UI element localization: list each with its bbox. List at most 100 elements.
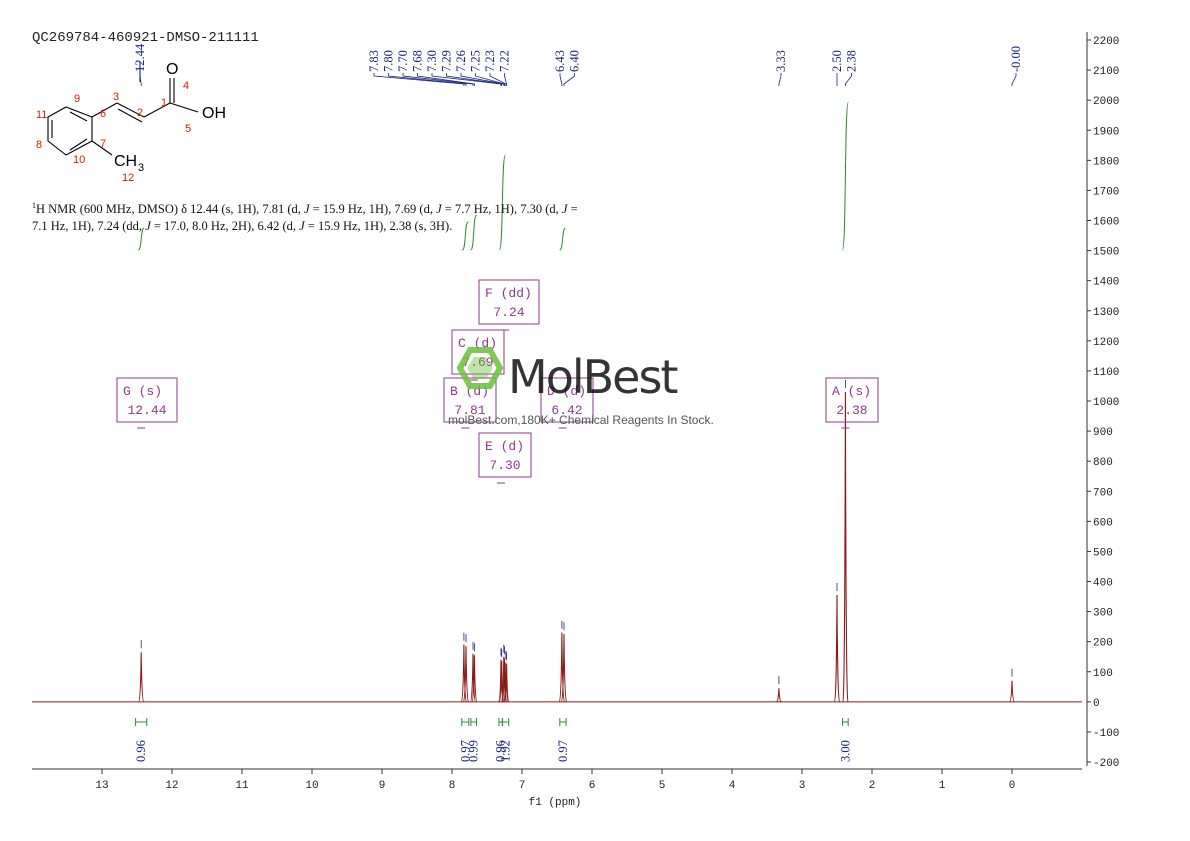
y-tick-label: 400: [1093, 578, 1113, 590]
integrals: 0.96 0.970.99 0.961.92 0.97 3.00: [134, 718, 852, 762]
peak-label: 7.83: [367, 50, 381, 72]
x-tick-label: 2: [869, 780, 876, 792]
multiplet-shift: 2.38: [836, 403, 867, 418]
peak-labels: 7.83 7.80 7.70 7.68 7.30 7.29 7.26 7.25 7.23 7.22…: [133, 43, 1023, 86]
x-tick-label: 13: [95, 780, 108, 792]
peak-leader-line: [417, 73, 475, 86]
superscript: 1: [32, 201, 36, 210]
peak-leader-line: [845, 73, 852, 86]
y-tick-label: 100: [1093, 668, 1113, 680]
multiplet-box: [478, 432, 532, 478]
atom-number: 6: [100, 108, 106, 120]
peak-leader-line: [373, 73, 465, 86]
peak-label: 7.80: [382, 50, 396, 72]
peak-label: 6.40: [568, 50, 582, 72]
integral-value: 0.99: [467, 740, 481, 762]
atom-number: 2: [137, 107, 143, 119]
bond-1-5: [169, 102, 199, 113]
y-tick-label: 900: [1093, 427, 1113, 439]
integral-value: 0.96: [494, 740, 508, 762]
peak-label: 7.25: [469, 50, 483, 72]
x-tick-label: 5: [659, 780, 666, 792]
spectrum-peak: [138, 652, 145, 703]
bond-7-12: [91, 140, 113, 156]
peak-leader-line: [446, 73, 503, 86]
multiplet-box: [451, 329, 505, 375]
y-tick-label: 2100: [1093, 66, 1119, 78]
y-tick-label: 2200: [1093, 36, 1119, 48]
atom-number: 9: [74, 93, 80, 105]
y-tick-label: 1500: [1093, 247, 1119, 259]
peak-leader-line: [559, 73, 563, 86]
x-tick-label: 7: [519, 780, 526, 792]
peak-label: 7.29: [440, 50, 454, 72]
multiplet-box: [443, 377, 497, 423]
x-tick-label: 8: [449, 780, 456, 792]
x-axis-label: f1 (ppm): [529, 797, 582, 809]
spectrum-peak: [503, 664, 510, 703]
bond-6-3: [91, 102, 118, 118]
peak-label: 2.38: [845, 50, 859, 72]
peak-label: 7.68: [411, 50, 425, 72]
multiplet-shift: 12.44: [127, 403, 166, 418]
x-tick-label: 1: [939, 780, 946, 792]
ring-double-bond: [69, 138, 88, 151]
multiplet-box: [116, 377, 178, 423]
atom-ch3: CH: [114, 153, 137, 170]
x-tick-label: 0: [1009, 780, 1016, 792]
y-tick-label: 300: [1093, 608, 1113, 620]
multiplet-boxes: A (s)2.38B (d)7.81C (d)7.69D (d)6.42E (d…: [116, 279, 879, 484]
integral-curve: [498, 154, 506, 251]
bond-2-1: [143, 102, 171, 118]
multiplet-box: [540, 377, 594, 423]
y-tick-label: -200: [1093, 758, 1119, 770]
y-tick-label: 200: [1093, 638, 1113, 650]
y-tick-label: 500: [1093, 547, 1113, 559]
atom-number: 8: [36, 139, 42, 151]
multiplet-type: F (dd): [485, 286, 532, 301]
peak-label: 7.70: [396, 50, 410, 72]
integral-value: 0.97: [458, 740, 472, 762]
watermark-tagline: molBest.com,180K+ Chemical Reagents In S…: [448, 413, 714, 427]
peak-leader-line: [563, 73, 575, 86]
peak-leader-line: [778, 73, 782, 86]
x-tick-label: 6: [589, 780, 596, 792]
x-tick-label: 10: [305, 780, 318, 792]
y-tick-label: 700: [1093, 487, 1113, 499]
peak-label: 7.30: [425, 50, 439, 72]
x-axis: 13 12 11 10 9 8 7 6 5 4 3 2 1 0: [32, 768, 1082, 792]
spectrum-peak: [560, 634, 568, 703]
spectrum-trace: [32, 379, 1082, 703]
hexagon-icon: [456, 347, 504, 389]
spectrum-peak: [833, 595, 841, 703]
ring-double-bond: [69, 111, 88, 122]
sample-id: QC269784-460921-DMSO-211111: [32, 30, 259, 46]
spectrum-peak: [558, 632, 565, 703]
integral-curve: [137, 227, 145, 251]
peak-leader-line: [388, 73, 467, 86]
multiplet-box: [825, 377, 879, 423]
molbest-watermark-logo: MolBest: [456, 347, 679, 404]
integral-value: 3.00: [838, 740, 852, 762]
spectrum-peak: [469, 653, 477, 703]
peak-label: 3.33: [774, 50, 788, 72]
y-tick-label: 0: [1093, 698, 1100, 710]
y-tick-label: 1400: [1093, 277, 1119, 289]
peak-leader-line: [475, 73, 505, 86]
peak-label: 7.26: [454, 50, 468, 72]
y-tick-label: 1200: [1093, 337, 1119, 349]
atom-o: O: [166, 61, 178, 78]
spectrum-peak: [502, 662, 509, 703]
atom-number: 12: [122, 172, 134, 184]
multiplet-box: [478, 279, 540, 325]
multiplet-type: E (d): [485, 439, 524, 454]
multiplet-shift: 7.30: [489, 458, 520, 473]
integral-curve: [461, 221, 469, 251]
atom-number: 7: [100, 138, 106, 150]
y-tick-label: 1900: [1093, 126, 1119, 138]
y-tick-label: 1800: [1093, 156, 1119, 168]
integral-curves: [137, 101, 849, 251]
spectrum-peak: [471, 655, 478, 703]
y-tick-label: 600: [1093, 517, 1113, 529]
